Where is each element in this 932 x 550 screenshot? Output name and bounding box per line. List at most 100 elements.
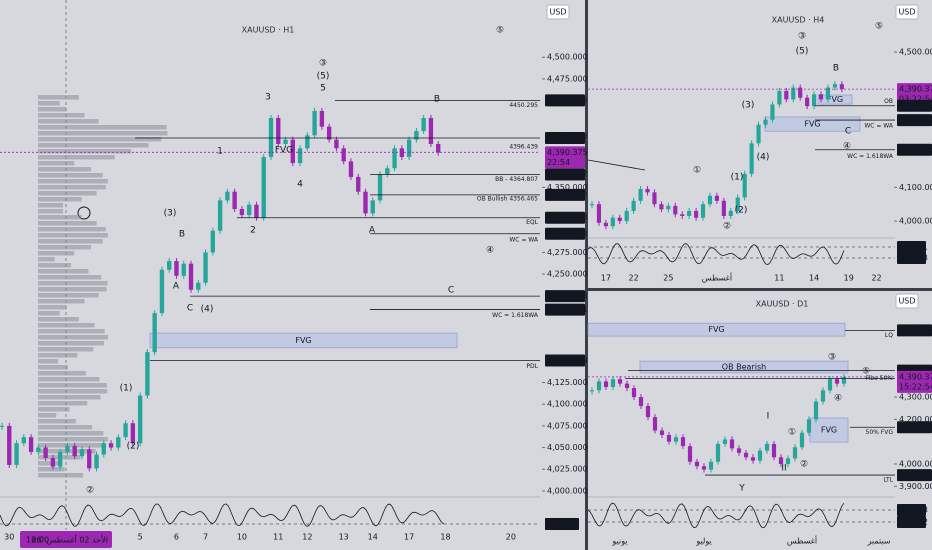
candle-body bbox=[673, 205, 678, 215]
price-box-label: 4,298.823 bbox=[899, 116, 932, 125]
volume-profile-bar bbox=[38, 209, 63, 214]
volume-profile-bar bbox=[38, 191, 97, 196]
level-note: WC = WA bbox=[509, 236, 539, 243]
candle-body bbox=[659, 204, 664, 210]
price-box-label: 3,950.291 bbox=[899, 471, 932, 480]
currency-label: USD bbox=[898, 297, 915, 306]
candle-body bbox=[617, 379, 623, 384]
volume-profile-bar bbox=[38, 131, 168, 136]
volume-profile-bar bbox=[38, 425, 93, 430]
wave-label: 3 bbox=[265, 93, 271, 103]
level-note: LQ bbox=[885, 332, 893, 339]
volume-profile-bar bbox=[38, 443, 106, 448]
candle-body bbox=[210, 230, 216, 253]
wave-label: (2) bbox=[735, 206, 748, 216]
volume-profile-bar bbox=[38, 197, 82, 202]
volume-profile-bar bbox=[38, 125, 167, 130]
candle-body bbox=[414, 130, 419, 140]
price-box bbox=[897, 324, 932, 337]
candle-body bbox=[721, 200, 726, 217]
candle-body bbox=[736, 448, 742, 453]
volume-profile-bar bbox=[38, 281, 108, 286]
candle-body bbox=[145, 352, 150, 396]
price-box-label: 4,418.364 bbox=[899, 366, 932, 375]
price-box bbox=[897, 99, 932, 112]
candle-body bbox=[392, 148, 397, 169]
x-tick-label: 22 bbox=[629, 274, 639, 283]
wave-label: FVG bbox=[275, 146, 293, 156]
volume-profile-bar bbox=[38, 389, 108, 394]
price-countdown: 22:54 bbox=[547, 158, 570, 167]
candle-body bbox=[784, 90, 789, 100]
wave-label: ④ bbox=[843, 142, 851, 152]
candle-body bbox=[406, 139, 412, 157]
price-box bbox=[545, 354, 585, 367]
volume-profile-bar bbox=[38, 383, 107, 388]
wave-label: (3) bbox=[742, 101, 755, 111]
y-tick-label: 3,900.000 bbox=[899, 482, 932, 491]
price-box-label: 4,390.375 bbox=[547, 148, 588, 157]
candle-body bbox=[750, 457, 756, 461]
candle-body bbox=[770, 104, 775, 120]
x-tick-label: 30 bbox=[4, 533, 14, 542]
volume-profile-bar bbox=[38, 401, 88, 406]
candle-body bbox=[610, 217, 615, 227]
candle-body bbox=[319, 111, 325, 127]
candle-body bbox=[813, 401, 819, 420]
wave-label: (3) bbox=[164, 209, 177, 219]
wave-label: 5 bbox=[320, 84, 326, 94]
volume-profile-bar bbox=[38, 377, 100, 382]
level-note: OB bbox=[884, 98, 893, 105]
price-box-label: 4,341.322 bbox=[547, 190, 588, 199]
y-tick-label: 4,000.000 bbox=[899, 459, 932, 468]
volume-profile-bar bbox=[38, 257, 55, 262]
candle-body bbox=[624, 383, 630, 389]
volume-profile-bar bbox=[38, 275, 102, 280]
candle-body bbox=[232, 191, 237, 210]
candle-body bbox=[116, 437, 121, 448]
volume-profile-bar bbox=[38, 113, 85, 118]
x-tick-label: 11 bbox=[774, 274, 784, 283]
zone-label: FVG bbox=[295, 336, 311, 345]
candle-body bbox=[348, 161, 354, 177]
oscillator-box bbox=[897, 504, 926, 516]
candle-body bbox=[825, 87, 831, 100]
price-box bbox=[897, 143, 932, 156]
volume-profile-bar bbox=[38, 371, 86, 376]
level-note: LTL bbox=[883, 477, 893, 484]
candle-body bbox=[820, 390, 826, 402]
price-box bbox=[545, 146, 585, 169]
wave-label: B bbox=[179, 230, 185, 240]
x-tick-label: أغسطس bbox=[787, 536, 817, 546]
wave-label: ④ bbox=[834, 394, 842, 404]
x-tick-label: يوليو bbox=[695, 537, 711, 546]
candle-body bbox=[7, 425, 12, 465]
x-tick-label: 20 bbox=[506, 533, 516, 542]
candle-body bbox=[832, 84, 837, 88]
candle-body bbox=[21, 437, 26, 444]
volume-profile-bar bbox=[38, 95, 79, 100]
candle-body bbox=[101, 443, 106, 455]
candle-body bbox=[14, 443, 19, 465]
wave-label: ③ bbox=[828, 353, 836, 363]
zone-label: FVG bbox=[821, 426, 837, 435]
candle-body bbox=[123, 423, 128, 438]
crosshair-box bbox=[20, 531, 112, 548]
price-box-label: 4,390.375 bbox=[899, 85, 932, 94]
y-tick-label: 4,500.000 bbox=[899, 48, 932, 57]
volume-profile-bar bbox=[38, 287, 107, 292]
candle-body bbox=[36, 447, 41, 452]
oscillator-box bbox=[897, 241, 926, 253]
wave-label: (5) bbox=[796, 47, 809, 57]
candle-body bbox=[65, 445, 70, 452]
price-box bbox=[545, 131, 585, 144]
price-box bbox=[897, 421, 932, 434]
x-tick-label: 19 bbox=[844, 274, 854, 283]
y-tick-label: 4,100.000 bbox=[899, 183, 932, 192]
zone bbox=[587, 322, 846, 337]
y-tick-label: 4,100.000 bbox=[547, 400, 588, 409]
volume-profile-bar bbox=[38, 239, 103, 244]
price-box bbox=[897, 114, 932, 127]
level-note: 4396.439 bbox=[509, 144, 538, 151]
